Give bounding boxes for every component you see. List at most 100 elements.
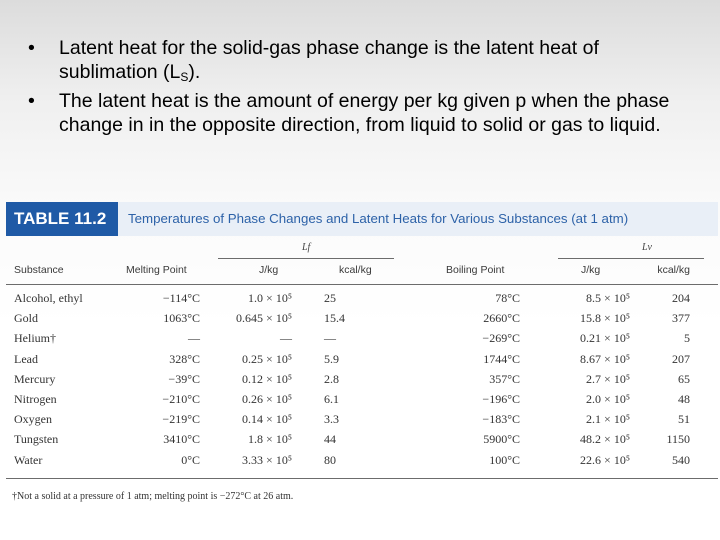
bullet-item: • Latent heat for the solid-gas phase ch… — [28, 36, 698, 89]
header-boiling-point: Boiling Point — [446, 264, 505, 276]
cell-melting-point: — — [188, 331, 200, 346]
cell-substance: Gold — [14, 311, 38, 326]
cell-lf-jkg: 0.645 × 10⁵ — [236, 311, 292, 326]
bullet-dot-icon: • — [28, 37, 35, 59]
cell-melting-point: 0°C — [181, 452, 200, 467]
table-label: TABLE 11.2 — [6, 202, 118, 236]
cell-substance: Mercury — [14, 371, 56, 386]
cell-boiling-point: 2660°C — [483, 311, 520, 326]
header-lf-jkg: J/kg — [259, 264, 279, 276]
table-caption: Temperatures of Phase Changes and Latent… — [128, 211, 629, 226]
cell-boiling-point: −269°C — [482, 331, 520, 346]
bullet-text: The latent heat is the amount of energy … — [59, 90, 670, 136]
table-row: Helium† — — — −269°C 0.21 × 10⁵ 5 — [6, 328, 718, 348]
table-row: Nitrogen −210°C 0.26 × 10⁵ 6.1 −196°C 2.0 × 1… — [6, 389, 718, 409]
cell-boiling-point: −196°C — [482, 392, 520, 406]
table-bottom-rule — [6, 478, 718, 479]
cell-lf-jkg: 0.14 × 10⁵ — [242, 412, 292, 427]
bullet-item: • The latent heat is the amount of energ… — [28, 89, 698, 137]
cell-lf-jkg: 1.8 × 10⁵ — [248, 432, 292, 447]
cell-lv-kcalkg: 5 — [684, 331, 690, 346]
cell-lv-kcalkg: 377 — [672, 311, 690, 326]
header-rule — [6, 284, 718, 285]
bullet-text-end: ). — [188, 61, 201, 83]
table-row: Gold 1063°C 0.645 × 10⁵ 15.4 2660°C 15.8 × 10… — [6, 308, 718, 328]
cell-lv-jkg: 8.5 × 10⁵ — [586, 291, 630, 305]
cell-lf-kcalkg: 2.8 — [324, 371, 339, 386]
cell-lv-jkg: 0.21 × 10⁵ — [580, 331, 630, 346]
cell-substance: Tungsten — [14, 432, 59, 447]
cell-lv-jkg: 2.7 × 10⁵ — [586, 371, 630, 386]
cell-boiling-point: 78°C — [495, 291, 520, 305]
cell-melting-point: −114°C — [162, 291, 200, 305]
group-label-lv: Lv — [642, 242, 652, 253]
table-row: Alcohol, ethyl −114°C 1.0 × 10⁵ 25 78°C 8.5 ×… — [6, 288, 718, 308]
cell-lf-kcalkg: — — [324, 331, 336, 346]
table-row: Lead 328°C 0.25 × 10⁵ 5.9 1744°C 8.67 × 10⁵ 20… — [6, 349, 718, 369]
cell-boiling-point: 1744°C — [483, 351, 520, 366]
cell-lf-kcalkg: 15.4 — [324, 311, 345, 326]
cell-melting-point: 3410°C — [163, 432, 200, 447]
cell-lf-kcalkg: 80 — [324, 452, 336, 467]
header-lv-jkg: J/kg — [581, 264, 601, 276]
group-label-lf: Lf — [302, 242, 311, 253]
bullet-subscript: S — [180, 70, 189, 84]
table-row: Oxygen −219°C 0.14 × 10⁵ 3.3 −183°C 2.1 × 10⁵… — [6, 409, 718, 429]
cell-lf-kcalkg: 5.9 — [324, 351, 339, 366]
cell-lv-jkg: 8.67 × 10⁵ — [580, 351, 630, 366]
table-header-row: Substance Melting Point J/kg kcal/kg Boi… — [6, 260, 718, 280]
cell-lf-jkg: — — [280, 331, 292, 346]
cell-substance: Nitrogen — [14, 392, 57, 406]
cell-lv-kcalkg: 204 — [672, 291, 690, 305]
cell-melting-point: −39°C — [168, 371, 200, 386]
group-rule-lv — [558, 258, 704, 259]
cell-lf-jkg: 0.25 × 10⁵ — [242, 351, 292, 366]
header-substance: Substance — [14, 264, 64, 276]
cell-lf-kcalkg: 3.3 — [324, 412, 339, 427]
cell-lf-jkg: 3.33 × 10⁵ — [242, 452, 292, 467]
cell-lf-jkg: 0.12 × 10⁵ — [242, 371, 292, 386]
cell-substance: Lead — [14, 351, 38, 366]
bullet-text: Latent heat for the solid-gas phase chan… — [59, 37, 599, 83]
cell-lf-kcalkg: 6.1 — [324, 392, 339, 406]
cell-lf-kcalkg: 44 — [324, 432, 336, 447]
header-lv-kcalkg: kcal/kg — [657, 264, 690, 276]
header-melting-point: Melting Point — [126, 264, 187, 276]
table-title-bar: TABLE 11.2 Temperatures of Phase Changes… — [6, 202, 718, 236]
cell-lv-jkg: 2.0 × 10⁵ — [586, 392, 630, 406]
cell-lv-kcalkg: 207 — [672, 351, 690, 366]
cell-lv-jkg: 15.8 × 10⁵ — [580, 311, 630, 326]
table-group-header: Lf Lv — [6, 238, 718, 258]
cell-boiling-point: 357°C — [489, 371, 520, 386]
cell-melting-point: 1063°C — [163, 311, 200, 326]
table-row: Tungsten 3410°C 1.8 × 10⁵ 44 5900°C 48.2 × 10… — [6, 429, 718, 449]
table-row: Water 0°C 3.33 × 10⁵ 80 100°C 22.6 × 10⁵ 540 — [6, 450, 718, 470]
bullet-list: • Latent heat for the solid-gas phase ch… — [28, 36, 698, 137]
cell-substance: Alcohol, ethyl — [14, 291, 83, 305]
cell-lf-jkg: 0.26 × 10⁵ — [242, 392, 292, 406]
cell-lv-kcalkg: 65 — [678, 371, 690, 386]
cell-lv-jkg: 48.2 × 10⁵ — [580, 432, 630, 447]
cell-boiling-point: 5900°C — [483, 432, 520, 447]
cell-lv-kcalkg: 540 — [672, 452, 690, 467]
cell-lv-kcalkg: 1150 — [666, 432, 690, 447]
cell-melting-point: 328°C — [169, 351, 200, 366]
table-row: Mercury −39°C 0.12 × 10⁵ 2.8 357°C 2.7 × 10⁵ 6… — [6, 369, 718, 389]
cell-lv-jkg: 2.1 × 10⁵ — [586, 412, 630, 427]
cell-lf-kcalkg: 25 — [324, 291, 336, 305]
cell-melting-point: −210°C — [162, 392, 200, 406]
group-rule-lf — [218, 258, 394, 259]
cell-boiling-point: 100°C — [489, 452, 520, 467]
cell-lf-jkg: 1.0 × 10⁵ — [248, 291, 292, 305]
cell-substance: Water — [14, 452, 43, 467]
cell-lv-jkg: 22.6 × 10⁵ — [580, 452, 630, 467]
cell-substance: Oxygen — [14, 412, 52, 427]
cell-substance: Helium† — [14, 331, 56, 346]
header-lf-kcalkg: kcal/kg — [339, 264, 372, 276]
table-footnote: †Not a solid at a pressure of 1 atm; mel… — [12, 491, 294, 502]
cell-boiling-point: −183°C — [482, 412, 520, 427]
cell-melting-point: −219°C — [162, 412, 200, 427]
cell-lv-kcalkg: 48 — [678, 392, 690, 406]
bullet-dot-icon: • — [28, 90, 35, 112]
cell-lv-kcalkg: 51 — [678, 412, 690, 427]
